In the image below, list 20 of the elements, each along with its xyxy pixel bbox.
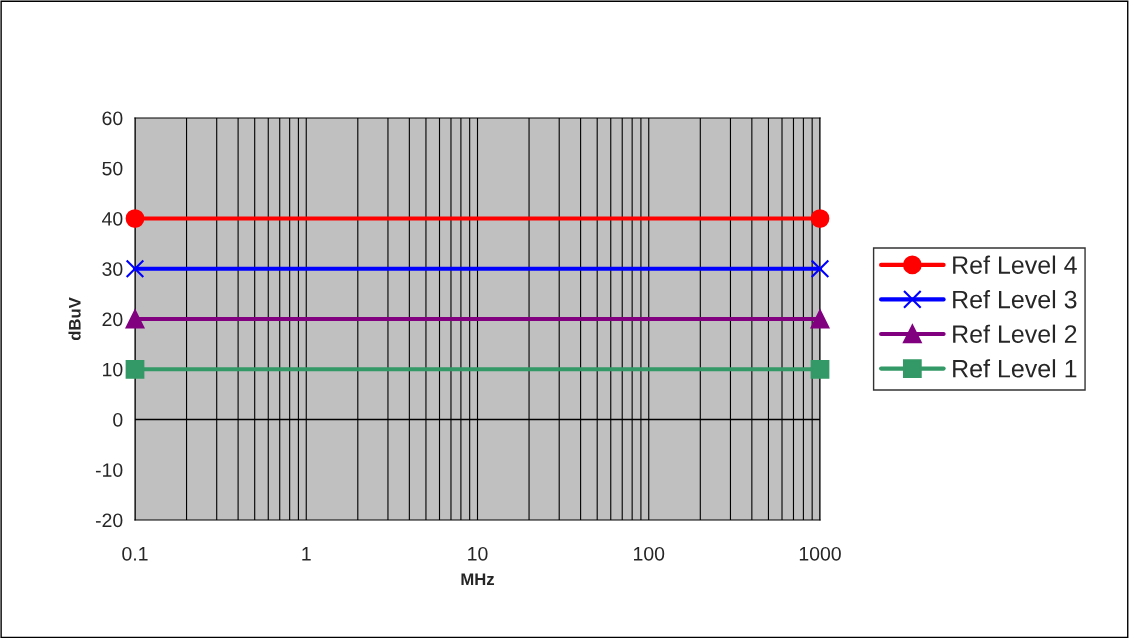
- legend-label: Ref Level 2: [953, 324, 1077, 343]
- x-tick-label: 1000: [799, 546, 841, 561]
- x-tick-label: 10: [468, 546, 488, 561]
- legend-label: Ref Level 4: [953, 255, 1077, 274]
- x-tick-label: 1: [302, 547, 311, 561]
- x-tick-label: 0.1: [122, 546, 148, 561]
- y-tick-label: 30: [102, 262, 123, 276]
- legend-label: Ref Level 1: [953, 359, 1077, 378]
- y-tick-label: 50: [102, 161, 123, 176]
- y-tick-label: 20: [102, 312, 123, 327]
- y-axis-title: dBuV: [68, 297, 81, 341]
- y-tick-label: 60: [102, 111, 123, 126]
- x-axis-title: MHz: [461, 573, 495, 585]
- legend-label: Ref Level 3: [953, 290, 1077, 309]
- x-tick-label: 100: [634, 546, 665, 561]
- y-tick-label: -10: [95, 463, 123, 477]
- y-tick-label: 0: [113, 412, 123, 427]
- y-tick-label: 40: [102, 211, 123, 226]
- y-tick-label: -20: [95, 513, 123, 528]
- y-tick-label: 10: [103, 362, 123, 377]
